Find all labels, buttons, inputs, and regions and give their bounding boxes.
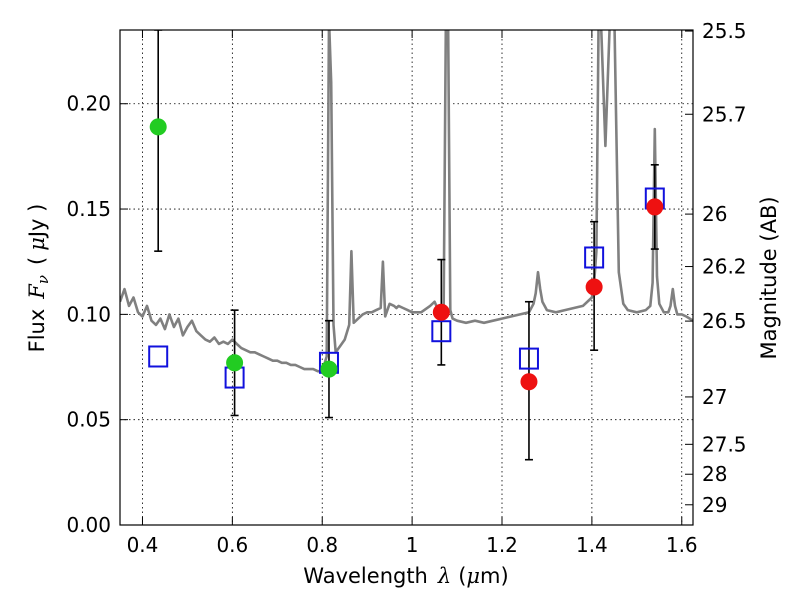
x-tick-label: 0.8 <box>306 533 338 557</box>
y-axis-label-subscript: ν <box>34 275 52 284</box>
x-tick-label: 1.4 <box>576 533 608 557</box>
y-axis-label-symbol: F <box>25 283 49 300</box>
y-axis-label-prefix: Flux <box>25 309 49 353</box>
x-tick-label: 0.6 <box>216 533 248 557</box>
y-axis-label: Flux Fν ( μJy ) <box>25 204 52 353</box>
x-axis-label: Wavelength λ (μm) <box>303 564 508 588</box>
y2-tick-label: 25.7 <box>702 102 747 126</box>
green-data-point <box>149 118 167 136</box>
y-tick-label: 0.00 <box>66 513 111 537</box>
x-tick-label: 1.2 <box>486 533 518 557</box>
red-data-point <box>520 373 538 391</box>
y2-tick-label: 26.5 <box>702 309 747 333</box>
y2-tick-label: 27 <box>702 385 727 409</box>
red-data-point <box>585 278 603 296</box>
y-tick-label: 0.10 <box>66 302 111 326</box>
model-box-marker <box>148 345 169 368</box>
spectrum-layer <box>120 30 693 373</box>
red-data-point <box>646 198 664 216</box>
green-data-point <box>320 360 338 378</box>
y2-tick-label: 27.5 <box>702 432 747 456</box>
x-axis-label-unit-open: ( <box>458 564 466 588</box>
x-axis-label-prefix: Wavelength <box>303 564 428 588</box>
y-axis-label-unit-symbol: μ <box>25 237 49 251</box>
y2-tick-label: 29 <box>702 493 727 517</box>
y-axis-label-unit-rest: Jy ) <box>25 204 49 240</box>
model-box-marker <box>431 320 452 343</box>
y2-axis-label: Magnitude (AB) <box>757 196 781 359</box>
x-axis-label-unit-rest: m) <box>480 564 509 588</box>
x-tick-label: 1.6 <box>666 533 698 557</box>
y2-tick-label: 26 <box>702 202 727 226</box>
y-tick-label: 0.15 <box>66 197 111 221</box>
red-data-point <box>432 303 450 321</box>
x-tick-label: 0.4 <box>127 533 159 557</box>
y-tick-label: 0.20 <box>66 92 111 116</box>
y-tick-label: 0.05 <box>66 408 111 432</box>
y2-tick-label: 28 <box>702 462 727 486</box>
x-axis-label-symbol: λ <box>437 564 451 588</box>
x-axis-label-unit-symbol: μ <box>466 564 480 588</box>
green-data-point <box>226 354 244 372</box>
y-axis-label-unit-open: ( <box>25 257 49 265</box>
model-box-marker <box>518 347 539 370</box>
model-box-marker <box>584 246 605 269</box>
spectrum-line <box>120 30 693 373</box>
tick-layer: 0.4 0.6 0.8 1 1.2 1.4 1.6 0.00 0.05 0.10 0.15 0.20 2… <box>66 19 746 557</box>
y2-tick-label: 25.5 <box>702 19 747 43</box>
plot-frame <box>119 29 694 526</box>
y2-tick-label: 26.2 <box>702 255 747 279</box>
x-tick-label: 1 <box>406 533 419 557</box>
data-point-layer <box>149 118 664 391</box>
